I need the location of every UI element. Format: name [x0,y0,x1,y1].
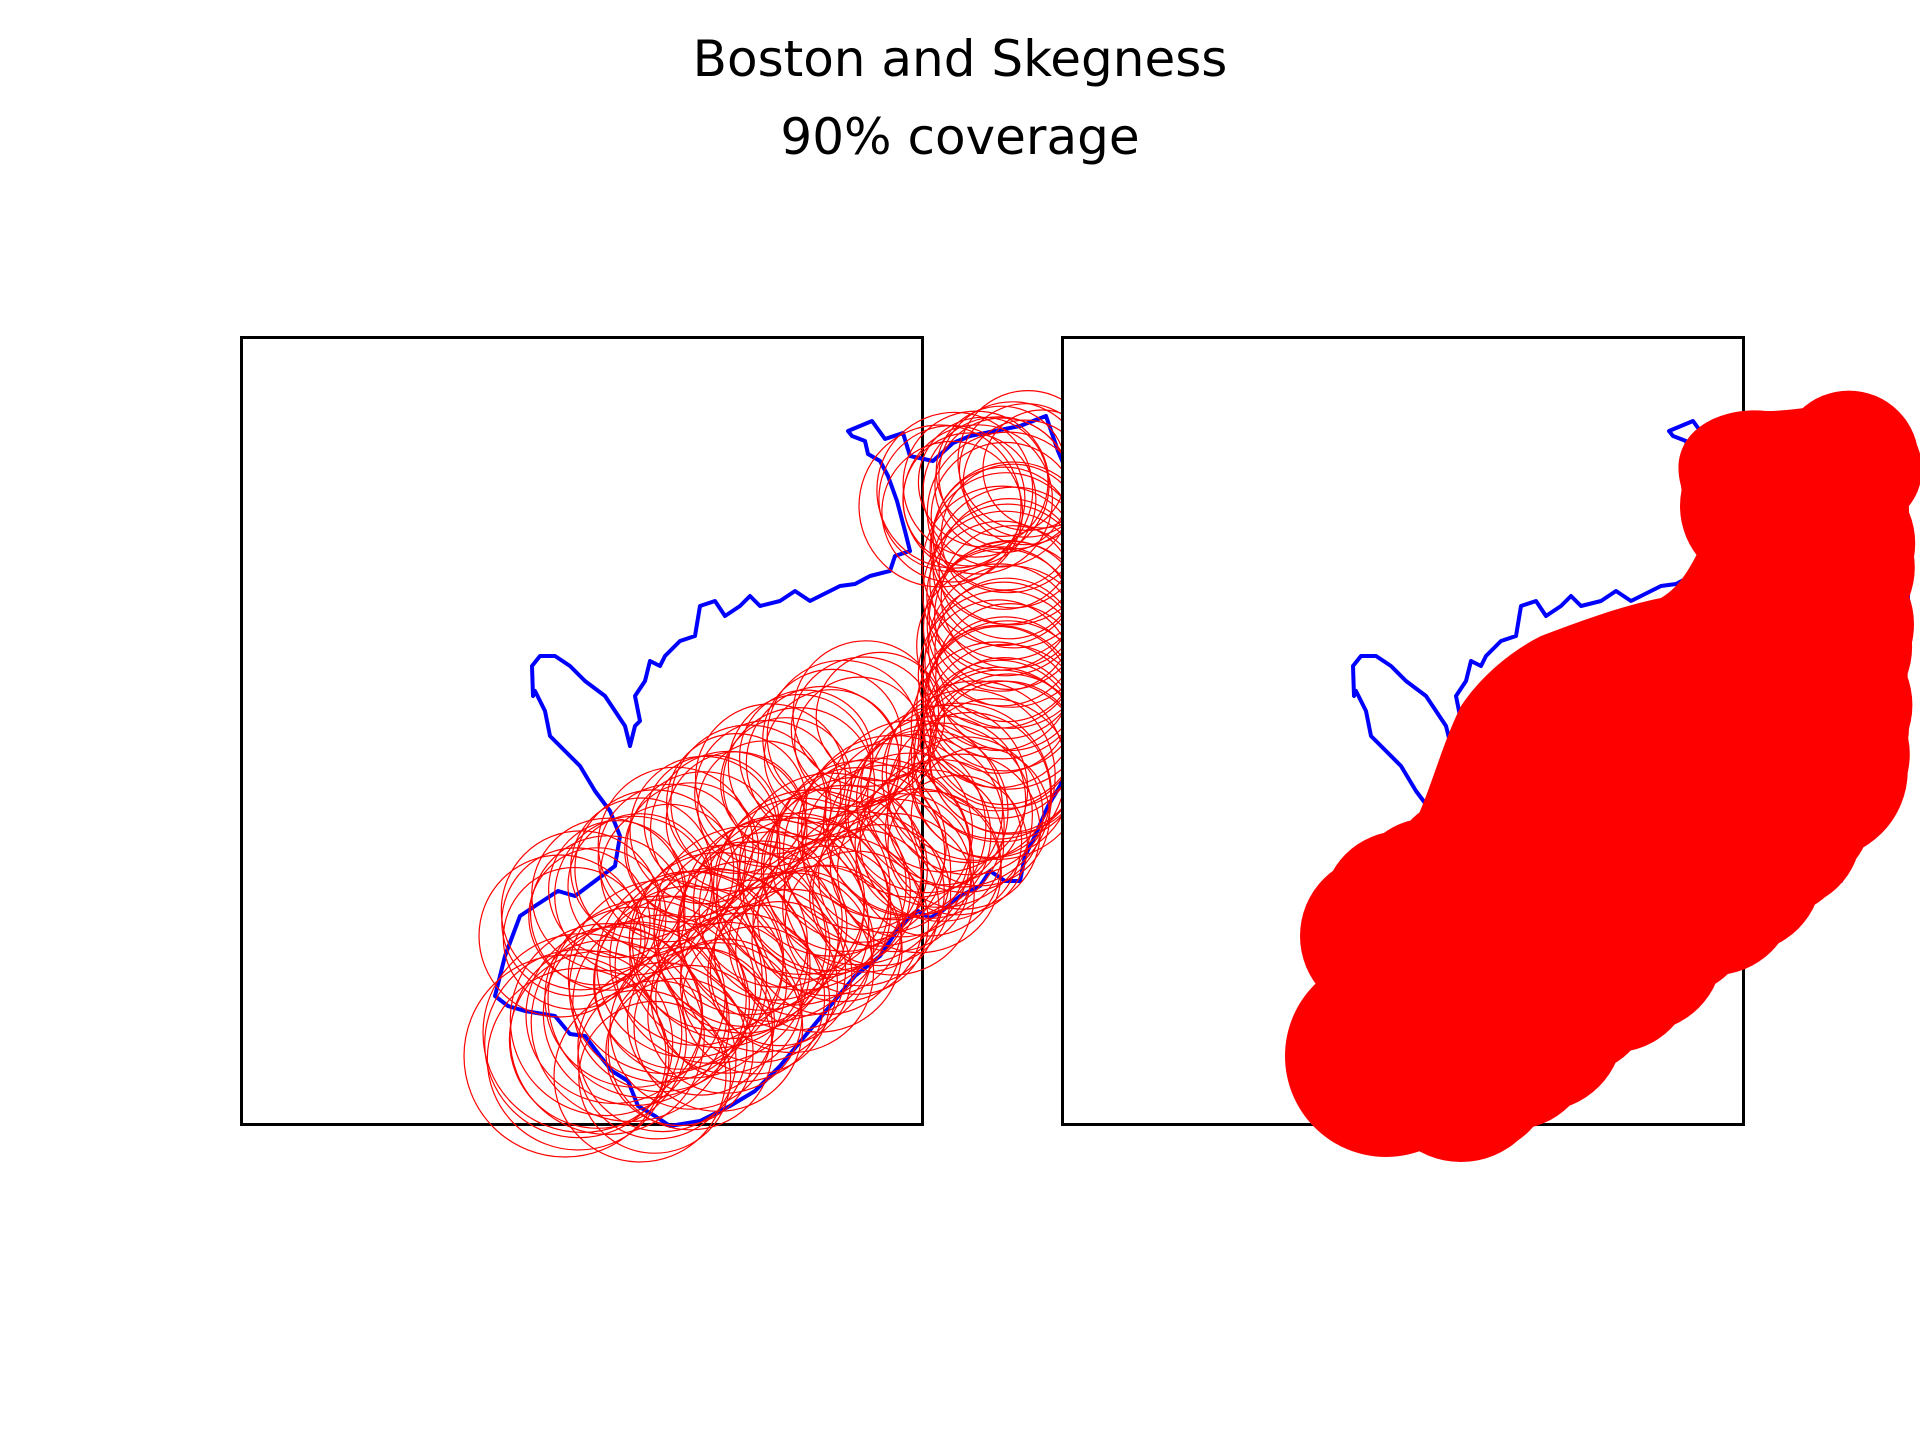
coverage-circle [836,788,1002,954]
coverage-circle [829,793,975,938]
coverage-circle [910,746,1051,887]
coverage-circle [876,411,1034,569]
coverage-circle [792,640,940,787]
coverage-circle [629,869,809,1049]
figure-title-block: Boston and Skegness 90% coverage [0,20,1920,176]
coverage-circle [578,1000,732,1154]
coverage-circle [917,416,1049,548]
coverage-circle [812,812,975,976]
outline-circles-map [463,389,1102,1163]
coverage-circle [528,847,667,986]
coverage-circle [886,736,1044,893]
coverage-circle [728,870,875,1017]
coverage-circle-filled [1732,747,1871,886]
coverage-circle [486,967,670,1151]
coverage-circle [643,754,780,891]
coverage-circle [808,823,952,967]
coverage-circle [722,706,876,860]
figure-subtitle: 90% coverage [780,108,1140,166]
coverage-circle [605,977,754,1127]
coverage-circle-filled [1637,652,1766,781]
coverage-circle [567,813,713,959]
coverage-circle [509,939,705,1136]
coverage-circles-outline [463,389,1102,1163]
coverage-circle [624,782,760,918]
filled-circles-map [1285,390,1920,1162]
map-panel-filled-circles [1061,336,1920,1162]
coverage-circle [783,811,945,973]
coverage-circle-filled [1804,410,1920,528]
coverage-circle [548,820,687,959]
map-panel-outline-circles [240,336,1102,1163]
coverage-circle [739,689,874,824]
coverage-circle [626,947,775,1096]
coverage-circle [597,783,746,932]
coverage-filled [1285,390,1920,1162]
coverage-circle [762,776,952,966]
coverage-circle [633,942,804,1112]
coverage-circle [881,689,1056,864]
coverage-circle [881,440,1024,583]
coverage-circle [670,724,827,881]
coverage-circle [782,757,972,947]
coverage-circle [858,424,1022,588]
coverage-circle [884,753,1041,910]
coverage-circle [738,772,924,957]
coverage-circle [572,914,750,1093]
figure-title: Boston and Skegness [692,30,1228,88]
coverage-circle [614,867,811,1065]
coverage-circle [577,961,748,1133]
coverage-circle [751,864,902,1016]
coverage-circle [484,949,674,1139]
coverage-circle [790,656,937,803]
coverage-circle [529,835,686,991]
coverage-circle [797,743,974,920]
coverage-circle [762,668,902,809]
coverage-circle [794,676,925,808]
coverage-circle [597,766,754,923]
coverage-circle [887,774,1028,916]
coverage-circle [815,651,946,782]
coverage-circle [719,717,853,850]
coverage-circle [707,900,853,1047]
coverage-circle [482,932,683,1133]
